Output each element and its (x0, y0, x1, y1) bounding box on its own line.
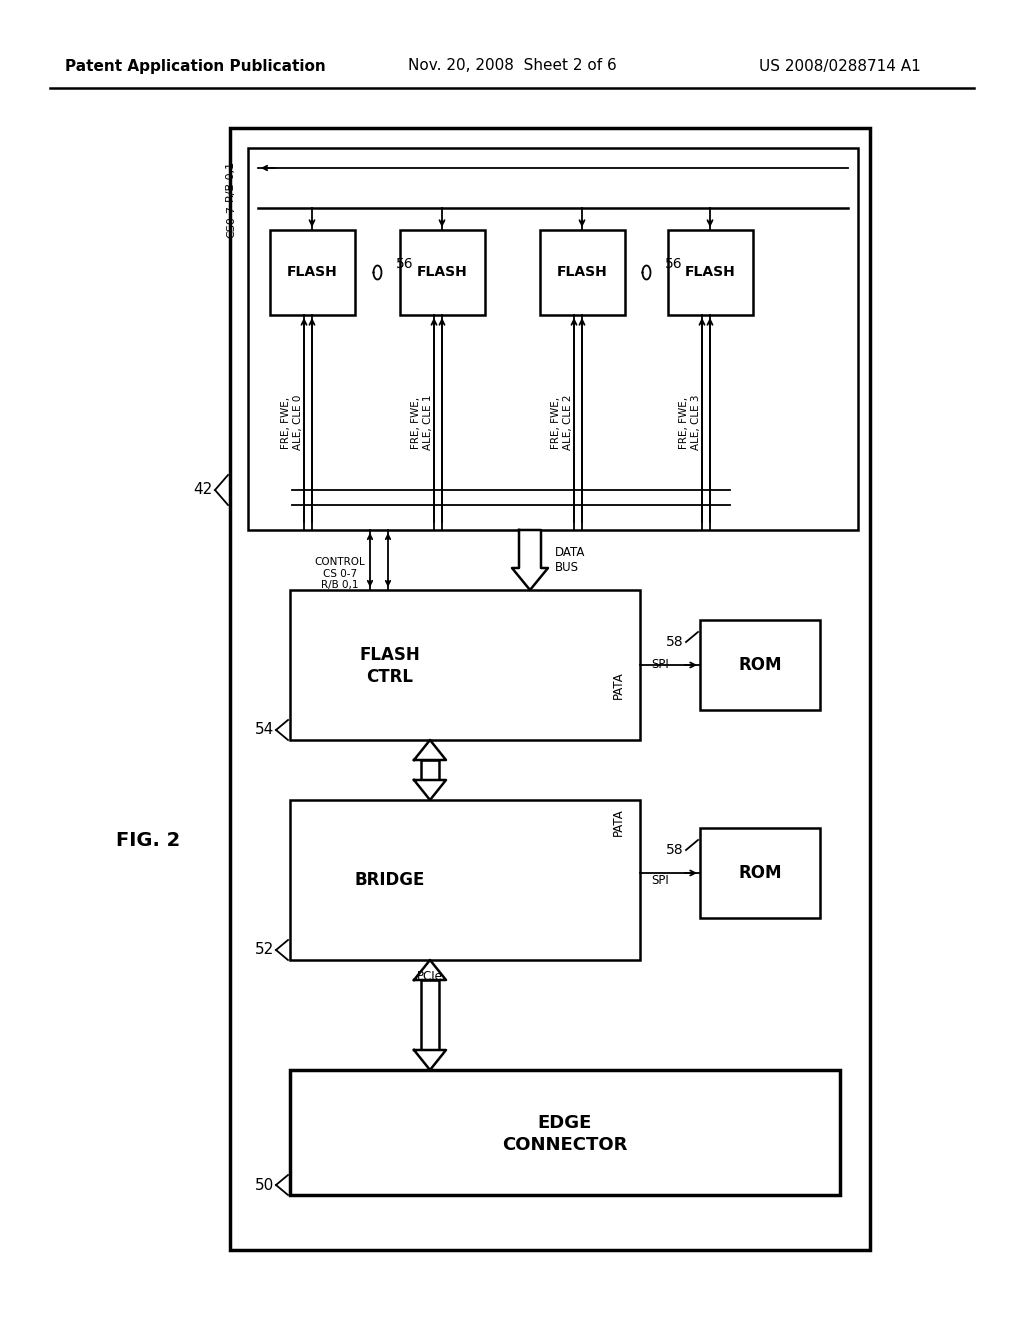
Bar (700, 828, 820, 917)
Text: CS0-7: CS0-7 (226, 206, 236, 239)
Polygon shape (414, 1049, 446, 1071)
Bar (290, 590, 640, 741)
Polygon shape (414, 741, 446, 760)
Bar (290, 800, 640, 960)
Text: PCIe: PCIe (417, 969, 443, 982)
Bar (290, 1071, 840, 1195)
Bar (668, 230, 753, 315)
Text: FLASH: FLASH (557, 265, 608, 280)
Text: US 2008/0288714 A1: US 2008/0288714 A1 (759, 58, 921, 74)
Text: SPI: SPI (651, 874, 669, 887)
Text: ROM: ROM (738, 865, 781, 882)
Bar (540, 230, 625, 315)
Bar (248, 148, 858, 531)
Text: FRE, FWE,
ALE, CLE 0: FRE, FWE, ALE, CLE 0 (282, 395, 303, 450)
Polygon shape (512, 531, 548, 590)
Text: FLASH: FLASH (359, 645, 421, 664)
Polygon shape (414, 960, 446, 979)
Text: FRE, FWE,
ALE, CLE 1: FRE, FWE, ALE, CLE 1 (412, 395, 433, 450)
Text: SPI: SPI (651, 659, 669, 672)
Text: R/B 0,1: R/B 0,1 (322, 579, 358, 590)
Text: CONNECTOR: CONNECTOR (503, 1135, 628, 1154)
Text: EDGE: EDGE (538, 1114, 592, 1131)
Bar (421, 979, 439, 1049)
Text: FLASH: FLASH (417, 265, 468, 280)
Text: FLASH: FLASH (287, 265, 338, 280)
Bar (421, 760, 439, 780)
Text: DATA
BUS: DATA BUS (555, 546, 586, 574)
Text: FIG. 2: FIG. 2 (116, 830, 180, 850)
Text: FRE, FWE,
ALE, CLE 3: FRE, FWE, ALE, CLE 3 (679, 395, 700, 450)
Text: 56: 56 (665, 257, 682, 272)
Text: CTRL: CTRL (367, 668, 414, 686)
Bar (230, 128, 870, 1250)
Text: PATA: PATA (611, 671, 625, 698)
Text: FLASH: FLASH (685, 265, 736, 280)
Text: Nov. 20, 2008  Sheet 2 of 6: Nov. 20, 2008 Sheet 2 of 6 (408, 58, 616, 74)
Text: CS 0-7: CS 0-7 (323, 569, 357, 579)
Bar (700, 620, 820, 710)
Text: BRIDGE: BRIDGE (354, 871, 425, 888)
Text: 52: 52 (255, 942, 274, 957)
Text: ROM: ROM (738, 656, 781, 675)
Text: 56: 56 (395, 257, 413, 272)
Text: Patent Application Publication: Patent Application Publication (65, 58, 326, 74)
Text: FRE, FWE,
ALE, CLE 2: FRE, FWE, ALE, CLE 2 (551, 395, 572, 450)
Text: R/B 0,1: R/B 0,1 (226, 162, 236, 202)
Text: 42: 42 (193, 483, 212, 498)
Text: PATA: PATA (611, 808, 625, 836)
Polygon shape (414, 780, 446, 800)
Text: 58: 58 (667, 635, 684, 649)
Text: 58: 58 (667, 843, 684, 857)
Text: 50: 50 (255, 1177, 274, 1192)
Text: CONTROL: CONTROL (314, 557, 366, 568)
Text: 54: 54 (255, 722, 274, 738)
Bar (270, 230, 355, 315)
Bar (400, 230, 485, 315)
